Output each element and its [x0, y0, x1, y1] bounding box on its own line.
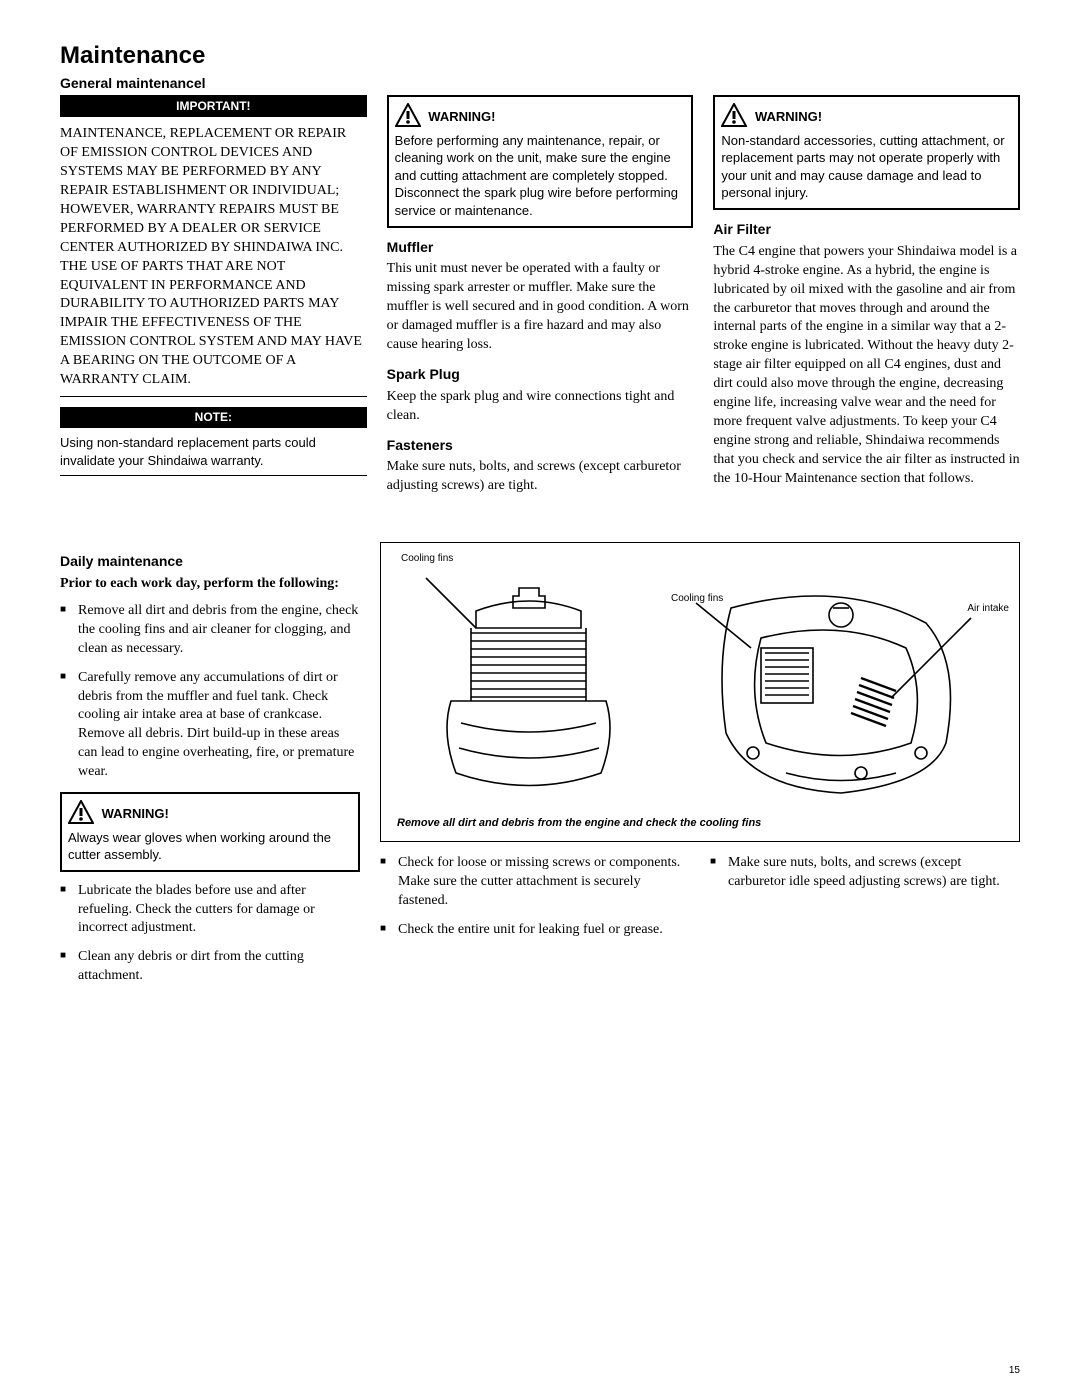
daily-list-b: Lubricate the blades before use and afte… — [60, 882, 360, 986]
figure-caption: Remove all dirt and debris from the engi… — [397, 816, 761, 831]
warning-icon — [68, 800, 94, 829]
warning-icon — [721, 103, 747, 132]
important-body: MAINTENANCE, REPLACEMENT OR REPAIR OF EM… — [60, 125, 367, 389]
warning-label: WARNING! — [102, 806, 169, 821]
warning-label: WARNING! — [428, 109, 495, 124]
daily-lead: Prior to each work day, perform the foll… — [60, 575, 360, 594]
warning-label: WARNING! — [755, 109, 822, 124]
engine-side-svg — [691, 583, 981, 803]
engine-figure: Cooling fins Cooling fins Air intake — [380, 542, 1020, 842]
daily-title: Daily maintenance — [60, 552, 360, 571]
note-body: Using non-standard replacement parts cou… — [60, 427, 367, 476]
warning-icon — [395, 103, 421, 132]
warning-box-1: WARNING! Before performing any maintenan… — [387, 95, 694, 227]
important-label: IMPORTANT! — [61, 96, 366, 116]
engine-cylinder-svg — [421, 573, 671, 803]
note-box: NOTE: Using non-standard replacement par… — [60, 407, 367, 476]
daily-list-d: Make sure nuts, bolts, and screws (excep… — [710, 854, 1020, 892]
warning-box-3: WARNING! Always wear gloves when working… — [60, 792, 360, 872]
fasteners-body: Make sure nuts, bolts, and screws (excep… — [387, 458, 694, 496]
fasteners-title: Fasteners — [387, 436, 694, 455]
list-item: Check the entire unit for leaking fuel o… — [398, 921, 690, 940]
col-3: WARNING! Non-standard accessories, cutti… — [713, 95, 1020, 502]
top-columns: IMPORTANT! MAINTENANCE, REPLACEMENT OR R… — [60, 95, 1020, 502]
bottom-columns: Check for loose or missing screws or com… — [380, 854, 1020, 950]
list-item: Remove all dirt and debris from the engi… — [78, 602, 360, 659]
list-item: Make sure nuts, bolts, and screws (excep… — [728, 854, 1020, 892]
warning-box-2: WARNING! Non-standard accessories, cutti… — [713, 95, 1020, 210]
lower-section: Daily maintenance Prior to each work day… — [60, 542, 1020, 996]
daily-left: Daily maintenance Prior to each work day… — [60, 542, 360, 996]
muffler-body: This unit must never be operated with a … — [387, 260, 694, 354]
daily-list-c: Check for loose or missing screws or com… — [380, 854, 690, 940]
fig-label-fins1: Cooling fins — [401, 553, 453, 564]
list-item: Lubricate the blades before use and afte… — [78, 882, 360, 939]
page-number: 15 — [1009, 1364, 1020, 1378]
list-item: Clean any debris or dirt from the cuttin… — [78, 948, 360, 986]
list-item: Check for loose or missing screws or com… — [398, 854, 690, 911]
warning-2-text: Non-standard accessories, cutting attach… — [721, 133, 1004, 201]
daily-list-a: Remove all dirt and debris from the engi… — [60, 602, 360, 782]
col-1: IMPORTANT! MAINTENANCE, REPLACEMENT OR R… — [60, 95, 367, 502]
important-box: IMPORTANT! — [60, 95, 367, 117]
col-2: WARNING! Before performing any maintenan… — [387, 95, 694, 502]
muffler-title: Muffler — [387, 238, 694, 257]
airfilter-title: Air Filter — [713, 220, 1020, 239]
warning-1-text: Before performing any maintenance, repai… — [395, 133, 678, 218]
list-item: Carefully remove any accumulations of di… — [78, 669, 360, 782]
sparkplug-body: Keep the spark plug and wire connections… — [387, 388, 694, 426]
warning-3-text: Always wear gloves when working around t… — [68, 830, 331, 863]
sparkplug-title: Spark Plug — [387, 365, 694, 384]
page-title: Maintenance — [60, 40, 1020, 72]
daily-right: Cooling fins Cooling fins Air intake — [380, 542, 1020, 996]
note-label: NOTE: — [60, 407, 367, 427]
airfilter-body: The C4 engine that powers your Shindaiwa… — [713, 243, 1020, 489]
page-subtitle: General maintenancel — [60, 74, 1020, 93]
